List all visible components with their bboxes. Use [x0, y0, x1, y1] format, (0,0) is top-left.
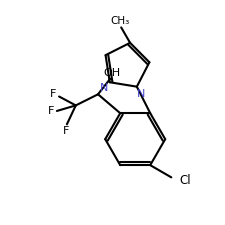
Text: CH₃: CH₃ [110, 16, 129, 26]
Text: F: F [62, 126, 69, 136]
Text: N: N [136, 89, 144, 99]
Text: Cl: Cl [179, 174, 191, 187]
Text: F: F [48, 106, 54, 116]
Text: OH: OH [103, 68, 120, 78]
Text: F: F [50, 89, 56, 99]
Text: N: N [99, 83, 108, 93]
